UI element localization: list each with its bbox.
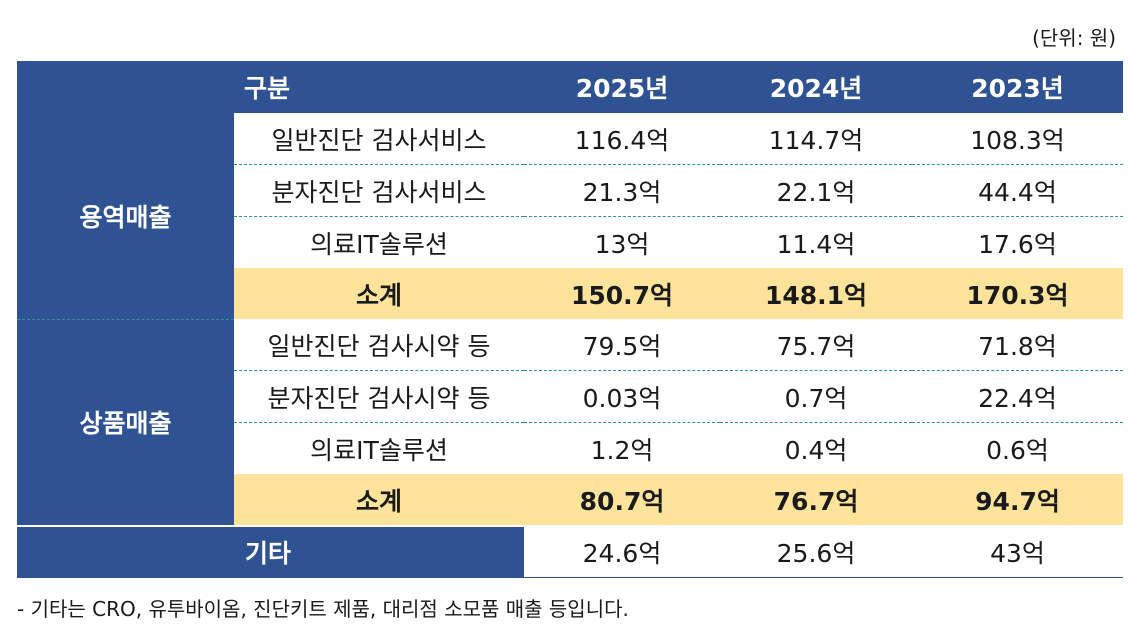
table-row: 용역매출 일반진단 검사서비스 116.4억 114.7억 108.3억: [17, 113, 1123, 320]
table-header-row: 구분 2025년 2024년 2023년: [17, 61, 1123, 113]
cell-value: 1.2억: [590, 435, 654, 465]
cell-value: 44.4억: [912, 164, 1123, 217]
subtotal-value: 150.7억: [524, 268, 720, 319]
cell-value: 13억: [594, 229, 650, 259]
cell-value: 0.03억: [524, 370, 720, 423]
subtotal-row: 소계 80.7억 76.7억 94.7억: [17, 474, 1123, 526]
etc-value: 24.6억: [524, 525, 720, 578]
row-label: 일반진단 검사시약 등: [234, 319, 524, 371]
subtotal-row: 소계 150.7억 148.1억 170.3억: [17, 268, 1123, 319]
cell-value: 114.7억: [720, 113, 912, 165]
header-year-2024: 2024년: [720, 61, 912, 113]
row-label: 의료IT솔루션: [310, 435, 448, 465]
subtotal-value: 80.7억: [524, 474, 720, 526]
subtotal-label: 소계: [234, 268, 524, 319]
cell-value: 0.4억: [784, 435, 848, 465]
cell-value: 108.3억: [912, 113, 1123, 165]
cell-value: 71.8억: [912, 319, 1123, 371]
row-label: 분자진단 검사시약 등: [234, 370, 524, 423]
cell-value: 21.3억: [524, 164, 720, 217]
group-label-product: 상품매출: [17, 319, 234, 527]
subtotal-value: 170.3억: [912, 268, 1123, 319]
revenue-table: 구분 2025년 2024년 2023년 용역매출 일반진단 검사서비스 116…: [17, 61, 1123, 578]
etc-label: 기타: [17, 525, 524, 578]
header-year-2023: 2023년: [912, 61, 1123, 113]
subtotal-label: 소계: [234, 474, 524, 526]
row-label: 분자진단 검사서비스: [234, 164, 524, 217]
header-year-2025: 2025년: [524, 61, 720, 113]
etc-row: 기타 24.6억 25.6억 43억: [17, 525, 1123, 578]
subtotal-value: 76.7억: [720, 474, 912, 526]
subtotal-value: 148.1억: [720, 268, 912, 319]
cell-value: 22.4억: [912, 370, 1123, 423]
cell-value: 75.7억: [720, 319, 912, 371]
header-blank: [17, 61, 234, 113]
cell-value: 11.4억: [776, 229, 856, 259]
cell-value: 22.1억: [720, 164, 912, 217]
table-row: 분자진단 검사서비스 21.3억 22.1억 44.4억: [17, 164, 1123, 217]
table-row: 의료IT솔루션 1.2억 0.4억 0.6억: [17, 423, 1123, 475]
table-row: 분자진단 검사시약 등 0.03억 0.7억 22.4억: [17, 370, 1123, 423]
row-label: 의료IT솔루션: [310, 229, 448, 259]
header-category: 구분: [234, 61, 524, 113]
table-row: 의료IT솔루션 13억 11.4억 17.6억: [17, 217, 1123, 269]
subtotal-value: 94.7억: [912, 474, 1123, 526]
group-label-service: 용역매출: [17, 113, 234, 320]
table-row: 상품매출 일반진단 검사시약 등 79.5억 75.7억 71.8억: [17, 319, 1123, 527]
unit-note: (단위: 원): [1032, 26, 1116, 50]
cell-value: 0.6억: [986, 435, 1049, 465]
row-label: 일반진단 검사서비스: [234, 113, 524, 165]
cell-value: 17.6억: [978, 229, 1057, 259]
footnote: - 기타는 CRO, 유투바이옴, 진단키트 제품, 대리점 소모품 매출 등입…: [17, 597, 629, 621]
cell-value: 79.5억: [524, 319, 720, 371]
cell-value: 0.7억: [720, 370, 912, 423]
cell-value: 116.4억: [524, 113, 720, 165]
etc-value: 25.6억: [720, 525, 912, 578]
etc-value: 43억: [912, 525, 1123, 578]
